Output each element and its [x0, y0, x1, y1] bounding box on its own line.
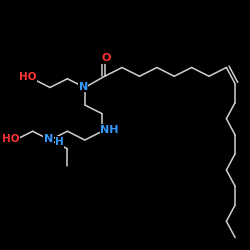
Text: HO: HO — [20, 72, 37, 83]
Text: O: O — [101, 53, 110, 63]
Text: NH: NH — [100, 125, 119, 135]
Text: H: H — [55, 137, 64, 147]
Text: N: N — [79, 82, 88, 92]
Text: N: N — [44, 134, 53, 144]
Text: HO: HO — [2, 134, 20, 144]
